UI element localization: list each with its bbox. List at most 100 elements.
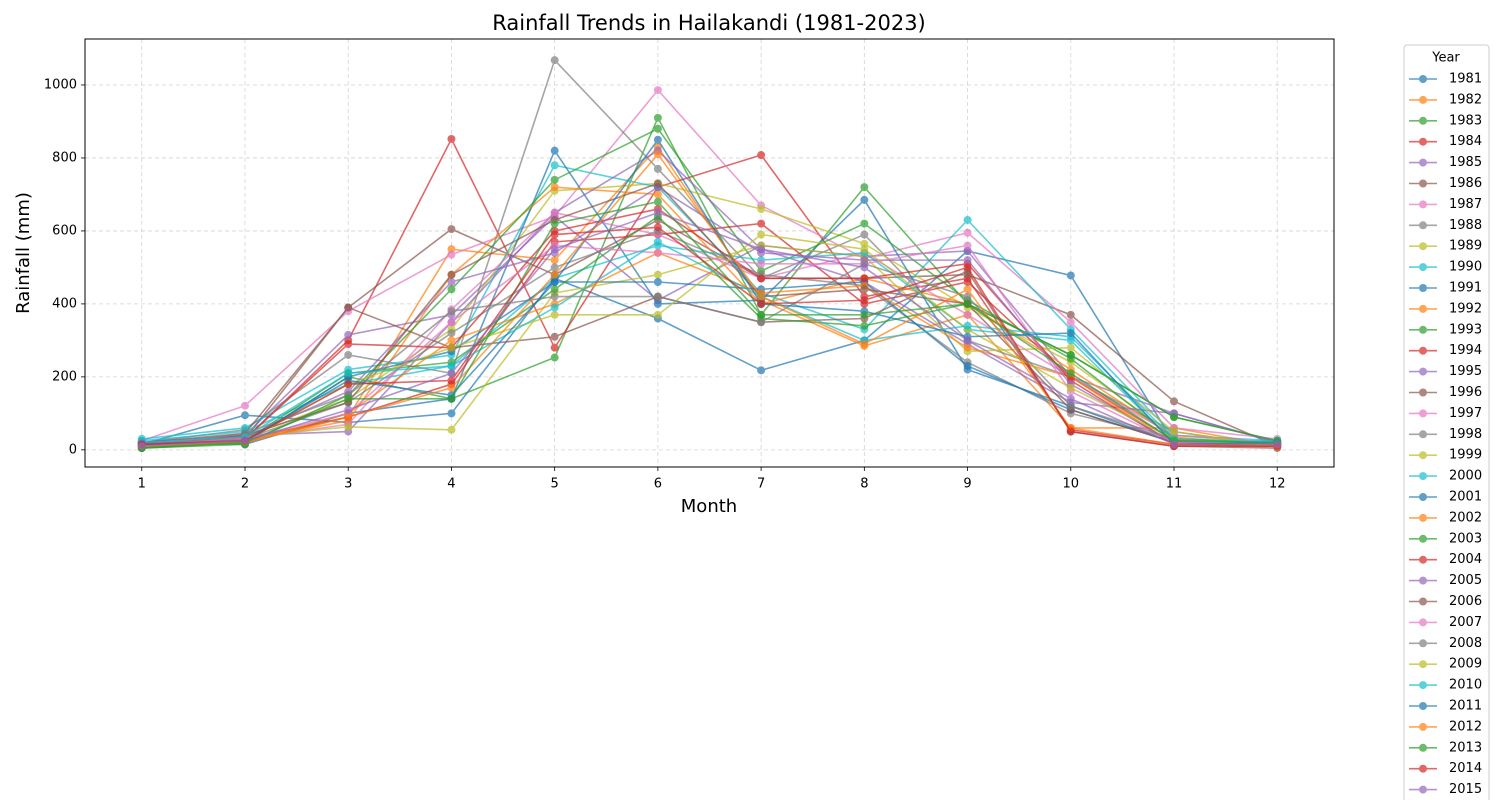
- legend-box: [1403, 44, 1490, 800]
- series: [137, 208, 1282, 451]
- marker: [550, 56, 559, 65]
- marker: [1066, 350, 1075, 359]
- legend-label: 1991: [1449, 281, 1482, 296]
- marker: [447, 307, 456, 316]
- marker: [550, 310, 559, 319]
- legend-label: 2000: [1449, 469, 1482, 484]
- marker: [447, 250, 456, 259]
- marker: [757, 259, 766, 268]
- marker: [447, 383, 456, 392]
- marker: [344, 405, 353, 414]
- marker: [963, 278, 972, 287]
- legend-label: 1992: [1449, 301, 1482, 316]
- y-tick-label: 400: [52, 296, 77, 311]
- y-tick-label: 600: [52, 223, 77, 238]
- legend-marker: [1419, 764, 1427, 773]
- legend-label: 2010: [1449, 678, 1482, 693]
- series-line: [141, 88, 1278, 442]
- legend-label: 1994: [1449, 343, 1482, 358]
- marker: [344, 340, 353, 349]
- legend-marker: [1419, 325, 1427, 334]
- legend-marker: [1419, 639, 1427, 648]
- series-line: [141, 186, 1278, 446]
- legend-entry: [1409, 764, 1437, 773]
- marker: [344, 413, 353, 422]
- legend-label: 1996: [1449, 385, 1482, 400]
- axes-frame: [84, 38, 1335, 468]
- marker: [860, 321, 869, 330]
- marker: [653, 237, 662, 246]
- legend-marker: [1419, 493, 1427, 501]
- marker: [447, 376, 456, 385]
- series-line: [141, 186, 1278, 448]
- y-axis-label: Rainfall (mm): [13, 192, 34, 314]
- marker: [653, 179, 662, 188]
- series-line: [141, 208, 1278, 448]
- legend-marker: [1419, 472, 1427, 481]
- legend-entry: [1409, 263, 1437, 272]
- series-line: [141, 138, 1278, 446]
- series-line: [141, 244, 1278, 444]
- marker: [963, 241, 972, 250]
- marker: [1170, 440, 1179, 449]
- marker: [447, 329, 456, 338]
- chart-title: Rainfall Trends in Hailakandi (1981-2023…: [492, 11, 926, 35]
- marker: [1066, 383, 1075, 392]
- legend-marker: [1419, 388, 1427, 397]
- marker: [860, 274, 869, 283]
- marker: [137, 442, 146, 451]
- marker: [963, 285, 972, 294]
- marker: [240, 411, 249, 420]
- x-tick-label: 1: [138, 477, 146, 492]
- legend-label: 2012: [1449, 719, 1482, 734]
- legend-marker: [1419, 743, 1427, 752]
- marker: [447, 278, 456, 287]
- legend-marker: [1419, 95, 1427, 104]
- series-line: [141, 211, 1278, 446]
- marker: [653, 190, 662, 199]
- marker: [653, 270, 662, 279]
- marker: [1066, 343, 1075, 352]
- marker: [550, 343, 559, 352]
- x-tick-label: 12: [1269, 477, 1286, 492]
- y-tick-label: 200: [52, 369, 77, 384]
- legend-entry: [1409, 95, 1437, 104]
- marker: [1066, 427, 1075, 436]
- marker: [447, 245, 456, 254]
- legend-label: 1988: [1449, 218, 1482, 233]
- marker: [963, 321, 972, 330]
- legend-entry: [1409, 304, 1437, 313]
- marker: [963, 299, 972, 308]
- legend-marker: [1419, 681, 1427, 690]
- marker: [344, 330, 353, 339]
- x-tick-label: 9: [963, 477, 971, 492]
- legend-marker: [1419, 367, 1427, 376]
- legend-label: 2004: [1449, 552, 1482, 567]
- marker: [447, 369, 456, 378]
- marker: [447, 361, 456, 370]
- marker: [550, 353, 559, 362]
- legend-label: 1995: [1449, 364, 1482, 379]
- marker: [757, 205, 766, 214]
- marker: [1170, 397, 1179, 406]
- marker: [653, 299, 662, 308]
- marker: [550, 332, 559, 341]
- marker: [757, 274, 766, 283]
- marker: [757, 299, 766, 308]
- legend-marker: [1419, 702, 1427, 710]
- legend-marker: [1419, 660, 1427, 669]
- legend-label: 1983: [1449, 113, 1482, 128]
- legend-entry: [1409, 242, 1437, 251]
- y-tick-label: 800: [52, 150, 77, 165]
- marker: [344, 303, 353, 312]
- legend-entry: [1409, 743, 1437, 752]
- legend-marker: [1419, 618, 1427, 627]
- legend-marker: [1419, 722, 1427, 731]
- series-line: [141, 153, 1278, 448]
- marker: [344, 380, 353, 389]
- marker: [550, 208, 559, 217]
- legend-entry: [1409, 618, 1437, 627]
- marker: [860, 310, 869, 319]
